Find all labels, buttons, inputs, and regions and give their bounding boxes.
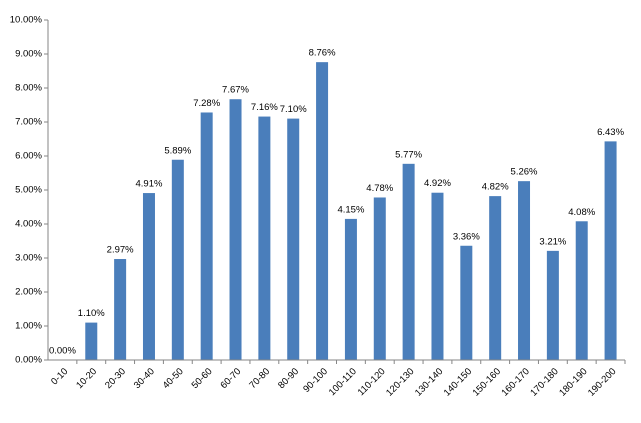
- value-label: 4.08%: [568, 207, 595, 218]
- bar: [546, 250, 559, 360]
- x-tick-label: 20-30: [103, 366, 128, 391]
- y-tick-label: 2.00%: [15, 287, 42, 298]
- bar: [114, 259, 127, 360]
- value-label: 1.10%: [78, 308, 105, 319]
- x-tick-label: 10-20: [74, 366, 99, 391]
- bar: [287, 118, 300, 360]
- bar: [316, 62, 329, 360]
- y-tick-label: 0.00%: [15, 355, 42, 366]
- value-label: 7.16%: [251, 102, 278, 113]
- y-tick-label: 8.00%: [15, 83, 42, 94]
- x-tick-label: 160-170: [499, 366, 531, 398]
- value-label: 5.77%: [395, 149, 422, 160]
- bar: [229, 99, 242, 360]
- value-label: 4.82%: [482, 182, 509, 193]
- y-tick-label: 7.00%: [15, 117, 42, 128]
- bar: [489, 196, 502, 360]
- value-label: 4.78%: [366, 183, 393, 194]
- value-label: 8.76%: [309, 48, 336, 59]
- bar: [344, 218, 357, 360]
- x-tick-label: 50-60: [190, 366, 215, 391]
- bar: [575, 221, 588, 360]
- y-tick-label: 9.00%: [15, 49, 42, 60]
- x-tick-label: 60-70: [218, 366, 243, 391]
- value-label: 7.67%: [222, 85, 249, 96]
- y-tick-label: 4.00%: [15, 219, 42, 230]
- bar: [402, 163, 415, 360]
- bar: [373, 197, 386, 360]
- y-tick-label: 6.00%: [15, 151, 42, 162]
- value-label: 4.91%: [136, 179, 163, 190]
- bar: [431, 192, 444, 360]
- value-label: 3.36%: [453, 231, 480, 242]
- x-tick-label: 190-200: [586, 366, 618, 398]
- value-label: 4.15%: [337, 204, 364, 215]
- bar: [85, 322, 98, 360]
- x-tick-label: 0-10: [49, 366, 70, 387]
- x-tick-label: 40-50: [161, 366, 186, 391]
- y-tick-label: 10.00%: [10, 15, 43, 26]
- y-tick-label: 1.00%: [15, 321, 42, 332]
- x-tick-label: 30-40: [132, 366, 157, 391]
- x-tick-label: 170-180: [528, 366, 560, 398]
- value-label: 6.43%: [597, 127, 624, 138]
- bar: [142, 193, 155, 360]
- x-tick-label: 80-90: [276, 366, 301, 391]
- y-tick-label: 5.00%: [15, 185, 42, 196]
- bar: [460, 245, 473, 360]
- x-tick-label: 120-130: [384, 366, 416, 398]
- value-label: 4.92%: [424, 178, 451, 189]
- x-tick-label: 180-190: [557, 366, 589, 398]
- x-tick-label: 130-140: [413, 366, 445, 398]
- value-label: 3.21%: [539, 236, 566, 247]
- bar: [171, 159, 184, 360]
- value-label: 7.28%: [193, 98, 220, 109]
- x-tick-label: 70-80: [247, 366, 272, 391]
- y-tick-label: 3.00%: [15, 253, 42, 264]
- x-tick-label: 90-100: [301, 366, 330, 395]
- bar: [604, 141, 617, 360]
- value-label: 5.26%: [511, 167, 538, 178]
- bar: [258, 116, 271, 360]
- value-label: 5.89%: [164, 145, 191, 156]
- value-label: 7.10%: [280, 104, 307, 115]
- x-tick-label: 110-120: [356, 366, 388, 398]
- x-tick-label: 100-110: [327, 366, 359, 398]
- x-tick-label: 150-160: [471, 366, 503, 398]
- value-label: 2.97%: [107, 245, 134, 256]
- value-label: 0.00%: [49, 346, 76, 357]
- x-tick-label: 140-150: [442, 366, 474, 398]
- bar: [518, 181, 531, 360]
- bar: [200, 112, 213, 360]
